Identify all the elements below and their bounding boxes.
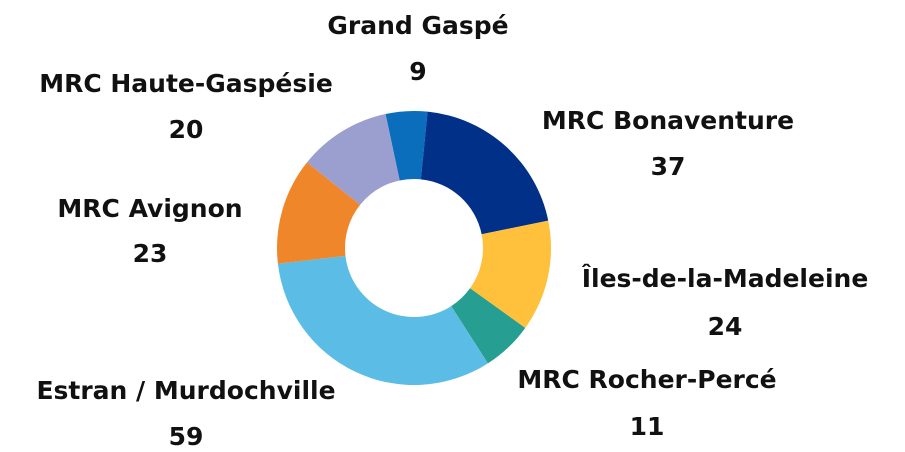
value-label: 59 xyxy=(169,422,204,451)
value-label: 11 xyxy=(630,412,665,441)
segment-label: Grand Gaspé xyxy=(327,11,508,40)
donut-segment xyxy=(420,111,549,235)
segment-label: MRC Haute-Gaspésie xyxy=(39,69,333,98)
donut-segment xyxy=(307,113,400,205)
segment-label: MRC Bonaventure xyxy=(542,106,794,135)
value-label: 9 xyxy=(409,57,426,86)
donut-segment xyxy=(385,111,428,181)
donut-segment xyxy=(277,255,488,385)
segment-label: Îles-de-la-Madeleine xyxy=(582,264,869,293)
segment-label: MRC Avignon xyxy=(57,194,242,223)
value-label: 23 xyxy=(133,239,168,268)
value-label: 24 xyxy=(708,312,743,341)
donut-segment xyxy=(451,288,526,364)
segment-label: MRC Rocher-Percé xyxy=(517,365,776,394)
donut-segment xyxy=(470,220,551,328)
value-label: 20 xyxy=(169,115,204,144)
donut-segment xyxy=(277,162,361,264)
segment-label: Estran / Murdochville xyxy=(36,376,335,405)
value-label: 37 xyxy=(651,152,686,181)
